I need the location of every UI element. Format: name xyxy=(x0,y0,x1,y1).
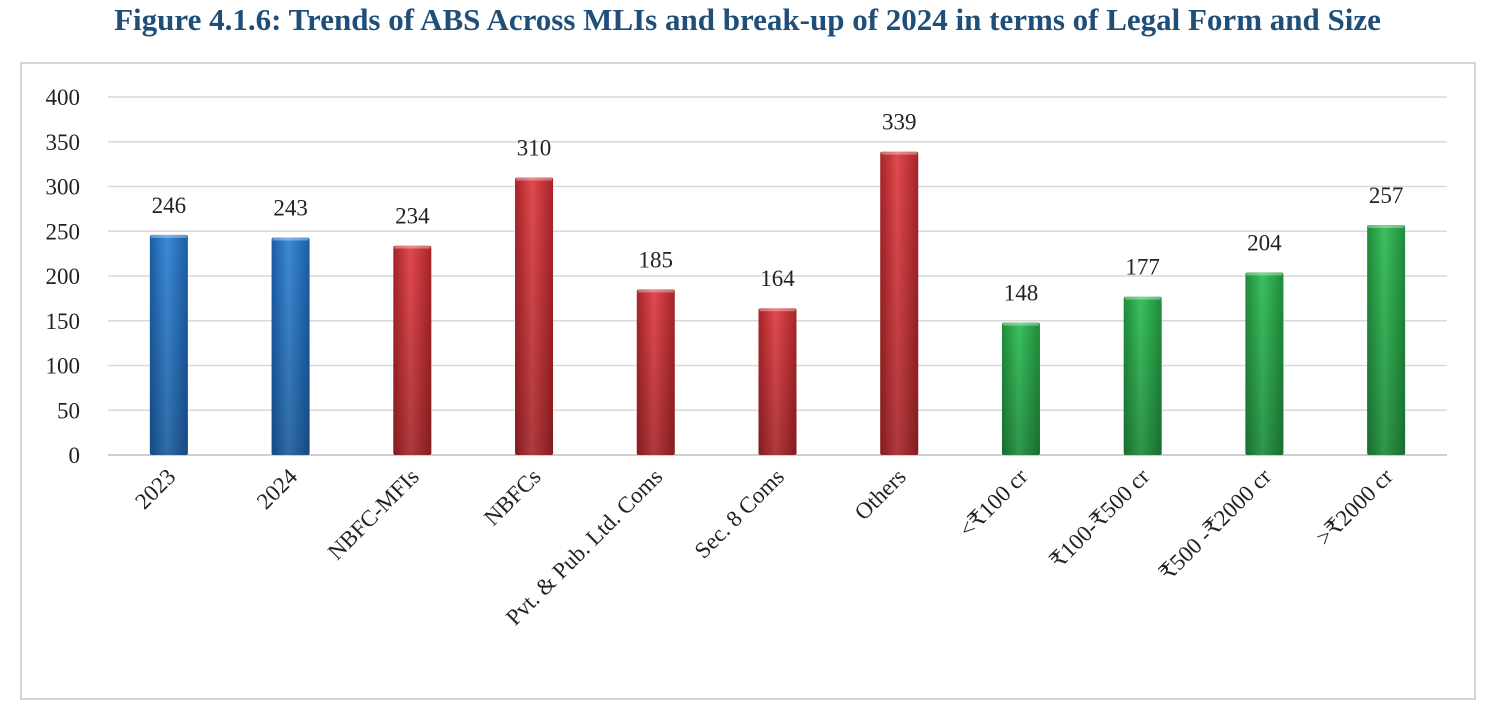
bar-highlight xyxy=(637,289,674,293)
bar-highlight xyxy=(150,234,187,238)
data-label: 204 xyxy=(1247,230,1282,255)
x-tick-label: ₹500 -₹2000 cr xyxy=(1154,464,1276,586)
x-tick-label: NBFC-MFIs xyxy=(323,464,424,565)
data-label: 164 xyxy=(760,266,795,291)
y-tick-label: 100 xyxy=(46,354,81,379)
bar-highlight xyxy=(394,245,431,249)
x-tick-label: Others xyxy=(850,464,911,525)
bar-shade xyxy=(1367,224,1406,455)
x-tick-label: <₹100 cr xyxy=(954,464,1033,543)
bar-shade xyxy=(758,308,797,455)
bar xyxy=(271,237,310,455)
y-tick-label: 150 xyxy=(46,309,81,334)
bar-highlight xyxy=(1368,224,1405,228)
data-label: 310 xyxy=(517,136,552,161)
bar-shade xyxy=(149,234,188,455)
bar-shade xyxy=(393,245,432,455)
data-label: 339 xyxy=(882,110,917,135)
bar-shade xyxy=(636,289,675,455)
data-label: 185 xyxy=(639,247,674,272)
data-label: 148 xyxy=(1004,281,1039,306)
x-tick-label: NBFCs xyxy=(479,464,546,531)
bar xyxy=(149,234,188,455)
bar-shade xyxy=(1001,322,1040,455)
y-tick-label: 0 xyxy=(69,443,81,468)
chart-title: Figure 4.1.6: Trends of ABS Across MLIs … xyxy=(114,2,1381,37)
bar xyxy=(1245,272,1284,455)
bar-shade xyxy=(515,177,554,456)
data-label: 246 xyxy=(152,193,187,218)
bar-highlight xyxy=(1124,296,1161,300)
bar-shade xyxy=(271,237,310,455)
data-labels: 246 243 234 310 185 164 339 148 177 204 257 xyxy=(152,110,1404,306)
bar xyxy=(636,289,675,455)
bar-shade xyxy=(880,151,919,455)
bar-highlight xyxy=(759,308,796,312)
data-label: 243 xyxy=(273,196,308,221)
bar xyxy=(515,177,554,456)
bar-highlight xyxy=(272,237,309,241)
y-tick-label: 400 xyxy=(46,85,81,110)
data-label: 177 xyxy=(1125,255,1160,280)
bar-shade xyxy=(1245,272,1284,455)
data-label: 234 xyxy=(395,204,430,229)
x-tick-label: Sec. 8 Coms xyxy=(690,464,789,563)
y-tick-label: 350 xyxy=(46,130,81,155)
x-tick-label: 2024 xyxy=(252,464,303,515)
bar-highlight xyxy=(1246,272,1283,276)
y-axis: 0 50 100 150 200 250 300 350 400 xyxy=(46,85,81,468)
chart-frame xyxy=(20,62,1476,700)
bar xyxy=(1367,224,1406,455)
bar xyxy=(393,245,432,455)
bars xyxy=(149,151,1406,456)
bar-highlight xyxy=(881,151,918,155)
bar-highlight xyxy=(516,177,553,181)
y-tick-label: 250 xyxy=(46,219,81,244)
y-tick-label: 200 xyxy=(46,264,81,289)
x-tick-label: >₹2000 cr xyxy=(1311,464,1398,551)
y-tick-label: 300 xyxy=(46,175,81,200)
bar-highlight xyxy=(1002,322,1039,326)
data-label: 257 xyxy=(1369,183,1404,208)
x-tick-label: 2023 xyxy=(130,464,180,514)
x-tick-label: ₹100-₹500 cr xyxy=(1045,464,1155,574)
bar-shade xyxy=(1123,296,1162,455)
y-tick-label: 50 xyxy=(57,398,80,423)
bar xyxy=(1123,296,1162,455)
bar xyxy=(1001,322,1040,455)
bar xyxy=(880,151,919,455)
bar xyxy=(758,308,797,455)
